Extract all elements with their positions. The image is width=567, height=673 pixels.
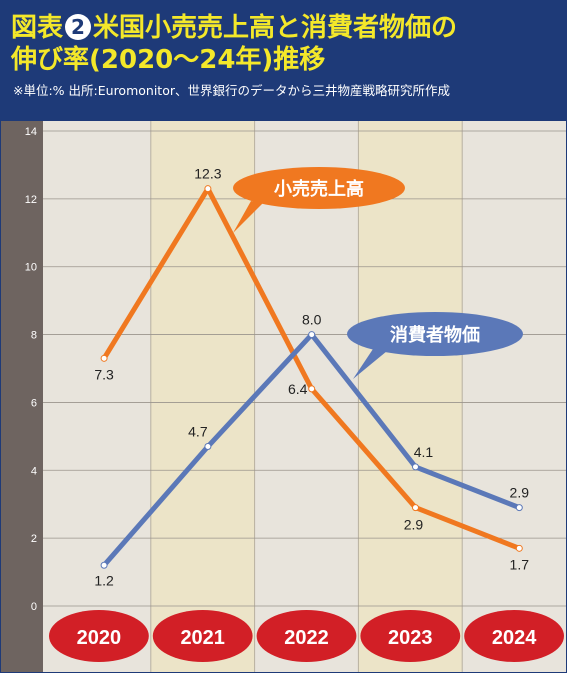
cpi-callout-bubble	[347, 312, 523, 356]
data-point	[100, 354, 108, 362]
line-chart: 0 2 4 6 8 10 12 14 2020 2021 2022 2023 2024 7.3 12.3 6.…	[1, 121, 566, 672]
year-badge	[360, 610, 461, 662]
year-badge	[464, 610, 564, 662]
title-line-1: 図表 2 米国小売売上高と消費者物価の	[11, 7, 457, 44]
retail-callout-bubble	[233, 167, 405, 209]
year-badge	[49, 610, 149, 662]
data-point	[204, 443, 212, 451]
data-label: 4.1	[414, 444, 434, 460]
source-note: ※単位:% 出所:Euromonitor、世界銀行のデータから三井物産戦略研究所…	[13, 83, 450, 98]
y-tick-label: 6	[31, 397, 37, 409]
data-label: 1.2	[94, 572, 114, 588]
cpi-callout-label: 消費者物価	[390, 324, 480, 345]
data-point	[411, 463, 419, 471]
x-tick-label: 2021	[180, 627, 225, 649]
data-point	[411, 504, 419, 512]
y-tick-label: 10	[25, 262, 37, 274]
x-tick-label: 2022	[284, 627, 329, 649]
data-label: 8.0	[302, 312, 322, 328]
data-label: 4.7	[188, 424, 208, 440]
data-label: 1.7	[510, 556, 530, 572]
y-tick-label: 14	[25, 126, 37, 138]
title-line-2: 伸び率(2020〜24年)推移	[11, 45, 326, 75]
data-point	[515, 504, 523, 512]
year-badge	[256, 610, 357, 662]
data-point	[204, 185, 212, 193]
data-label: 7.3	[94, 366, 114, 382]
year-band	[254, 121, 359, 672]
y-tick-label: 2	[31, 533, 37, 545]
data-point	[308, 331, 316, 339]
data-label: 2.9	[404, 517, 424, 533]
year-band	[462, 121, 566, 672]
year-band	[150, 121, 255, 672]
y-axis-strip	[1, 121, 43, 672]
x-tick-label: 2024	[492, 627, 537, 649]
y-tick-label: 12	[25, 194, 37, 206]
x-tick-label: 2020	[77, 627, 122, 649]
data-label: 6.4	[288, 381, 308, 397]
x-tick-label: 2023	[388, 627, 433, 649]
data-point	[515, 544, 523, 552]
year-band	[358, 121, 463, 672]
title-prefix: 図表	[11, 13, 64, 43]
year-badge	[152, 610, 253, 662]
data-point	[100, 561, 108, 569]
figure-number-badge: 2	[65, 14, 92, 40]
y-tick-label: 4	[31, 465, 37, 477]
data-point	[308, 385, 316, 393]
cpi-callout-tail	[353, 349, 387, 379]
retail-callout-label: 小売売上高	[274, 178, 364, 199]
data-label: 12.3	[194, 166, 221, 182]
year-band	[47, 121, 151, 672]
title-line-1-text: 米国小売売上高と消費者物価の	[93, 13, 458, 43]
retail-callout-tail	[233, 201, 263, 233]
y-tick-label: 8	[31, 330, 37, 342]
data-label: 2.9	[510, 485, 530, 501]
y-tick-label: 0	[31, 601, 37, 613]
